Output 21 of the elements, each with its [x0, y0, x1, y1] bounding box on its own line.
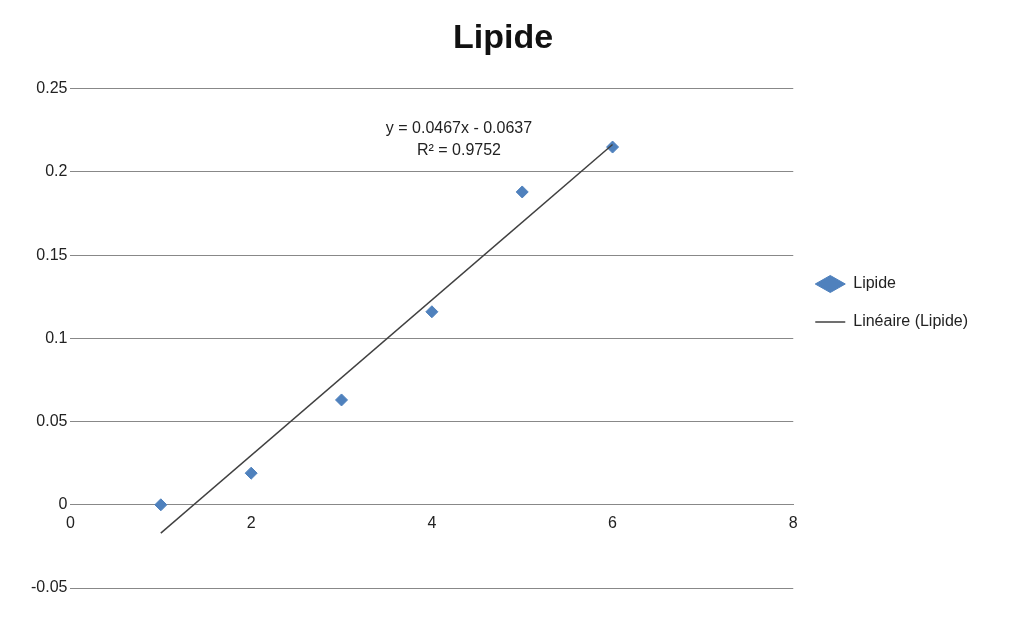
y-tick-label: 0 [58, 495, 68, 513]
point [154, 498, 168, 512]
annotation: y = 0.0467x - 0.0637 [385, 118, 533, 136]
y-tick-label: -0.05 [31, 578, 68, 596]
annotation: R² = 0.9752 [416, 140, 502, 158]
x-tick-label: 4 [427, 513, 437, 531]
y-tick-label: 0.1 [45, 328, 68, 346]
y-tick-label: 0.05 [36, 412, 68, 430]
x-tick-label: 2 [246, 513, 256, 531]
x-tick-label: 8 [788, 513, 798, 531]
point [335, 393, 349, 407]
x-tick-label: 6 [608, 513, 618, 531]
y-tick-label: 0.15 [36, 245, 68, 263]
point [244, 466, 258, 480]
y-tick-label: 0.2 [45, 162, 68, 180]
chart-title: Lipide [452, 16, 554, 55]
legend-label: Lipide [853, 274, 897, 292]
point [515, 185, 529, 199]
y-tick-label: 0.25 [36, 79, 68, 97]
legend-label: Linéaire (Lipide) [853, 312, 968, 330]
point [425, 305, 439, 319]
